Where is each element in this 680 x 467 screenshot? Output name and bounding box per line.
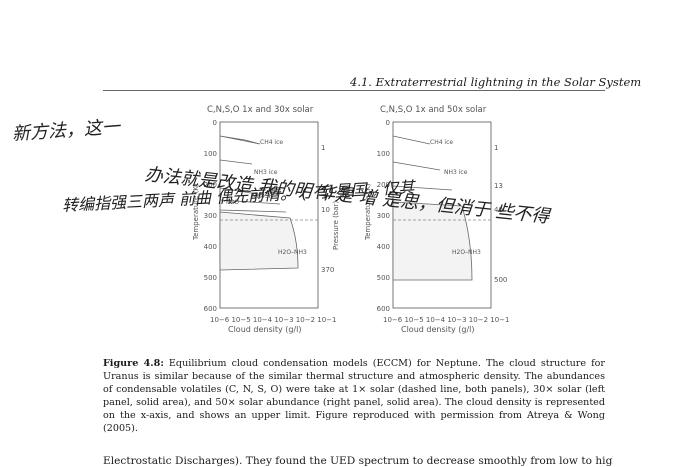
left-label: NH4SH bbox=[252, 193, 273, 200]
left-panel: C,N,S,O 1x and 30x solar Temperature (K)… bbox=[192, 105, 340, 334]
right-ytick: 100 bbox=[377, 150, 390, 158]
left-label: H2O–NH3 bbox=[278, 249, 307, 256]
figure-caption: Figure 4.8: Equilibrium cloud condensati… bbox=[103, 357, 605, 435]
left-xlabel: Cloud density (g/l) bbox=[228, 325, 302, 334]
cloud-figure: C,N,S,O 1x and 30x solar Temperature (K)… bbox=[192, 105, 509, 334]
right-label: NH3 ice bbox=[444, 169, 468, 176]
caption-label: Figure 4.8: bbox=[103, 358, 164, 369]
right-label: CH4 ice bbox=[430, 139, 453, 146]
running-header: 4.1. Extraterrestrial lightning in the S… bbox=[350, 75, 642, 89]
right-panel: C,N,S,O 1x and 50x solar Temperature (K)… bbox=[364, 105, 509, 334]
right-ytick: 300 bbox=[377, 212, 390, 220]
left-yticks: 0 100 200 300 400 500 600 bbox=[204, 119, 217, 313]
caption-text: Equilibrium cloud condensation models (E… bbox=[103, 358, 605, 434]
left-rtick: 10 bbox=[321, 206, 330, 214]
left-label: NH3 ice bbox=[254, 169, 278, 176]
right-ytick: 500 bbox=[377, 274, 390, 282]
left-right-ticks: 1 10 370 bbox=[321, 144, 334, 274]
body-text: Electrostatic Discharges). They found th… bbox=[103, 455, 613, 467]
left-rtick: 370 bbox=[321, 266, 334, 274]
left-xticks: 10−6 10−5 10−4 10−3 10−2 10−1 bbox=[210, 316, 336, 324]
handwriting-line-1: 新方法，这一 bbox=[11, 116, 121, 145]
right-ytick: 200 bbox=[377, 181, 390, 189]
left-ytick: 500 bbox=[204, 274, 217, 282]
right-yticks: 0 100 200 300 400 500 600 bbox=[377, 119, 390, 313]
left-ytick: 0 bbox=[213, 119, 217, 127]
left-ytick: 400 bbox=[204, 243, 217, 251]
left-ylabel: Temperature (K) bbox=[192, 183, 200, 241]
right-label: H2O–NH3 bbox=[452, 249, 481, 256]
right-rtick: 13 bbox=[494, 182, 503, 190]
right-ytick: 600 bbox=[377, 305, 390, 313]
left-ytick: 300 bbox=[204, 212, 217, 220]
right-rtick: 1 bbox=[494, 144, 498, 152]
left-right-label: Pressure (bar) bbox=[332, 201, 340, 250]
header-rule bbox=[103, 90, 605, 91]
left-label: CH4 ice bbox=[260, 139, 283, 146]
right-right-ticks: 1 13 40 500 bbox=[494, 144, 507, 284]
left-label: H2O bbox=[226, 199, 239, 206]
right-panel-title: C,N,S,O 1x and 50x solar bbox=[380, 105, 487, 115]
right-rtick: 40 bbox=[494, 206, 503, 214]
right-ytick: 400 bbox=[377, 243, 390, 251]
left-panel-title: C,N,S,O 1x and 30x solar bbox=[207, 105, 314, 115]
right-xticks: 10−6 10−5 10−4 10−3 10−2 10−1 bbox=[383, 316, 509, 324]
left-ytick: 200 bbox=[204, 181, 217, 189]
right-xlabel: Cloud density (g/l) bbox=[401, 325, 475, 334]
right-ylabel: Temperature (K) bbox=[364, 183, 372, 241]
left-rtick: 1 bbox=[321, 144, 325, 152]
right-rtick: 500 bbox=[494, 276, 507, 284]
right-ytick: 0 bbox=[386, 119, 390, 127]
left-ytick: 100 bbox=[204, 150, 217, 158]
left-ytick: 600 bbox=[204, 305, 217, 313]
